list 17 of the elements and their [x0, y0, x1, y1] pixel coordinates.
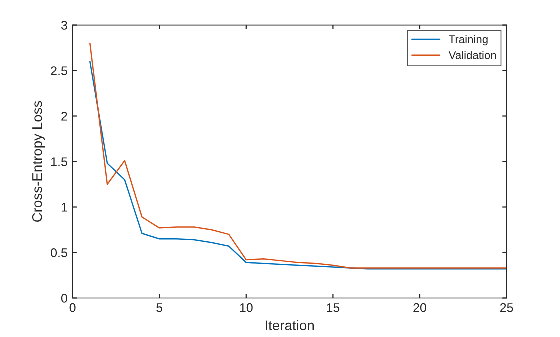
x-tick-label: 15: [327, 304, 340, 312]
x-tick-label: 25: [500, 303, 514, 312]
legend-label: Validation: [448, 51, 496, 60]
y-tick-label: 2: [62, 112, 68, 121]
x-axis-title: Iteration: [266, 320, 314, 331]
x-tick-label: 20: [414, 303, 426, 312]
y-tick-label: 3: [61, 21, 68, 30]
y-tick-label: 1: [62, 203, 68, 212]
x-tick-label: 5: [156, 304, 163, 312]
legend-label: Training: [449, 35, 488, 46]
y-tick-label: 0: [61, 294, 68, 303]
y-axis-title: Cross-Entropy Loss: [32, 101, 46, 222]
x-tick-label: 10: [240, 303, 253, 312]
y-tick-label: 0.5: [51, 248, 68, 258]
x-tick-label: 0: [70, 303, 76, 312]
y-tick-label: 1.5: [52, 158, 68, 166]
y-tick-label: 2.5: [51, 66, 68, 76]
